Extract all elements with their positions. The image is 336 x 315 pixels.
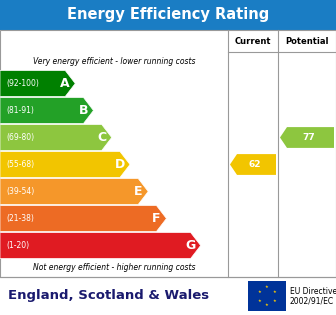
Text: Very energy efficient - lower running costs: Very energy efficient - lower running co… [33,56,195,66]
Text: EU Directive: EU Directive [290,287,336,295]
Text: B: B [79,104,88,117]
Polygon shape [280,127,334,148]
Bar [0,30,336,277]
Text: ★: ★ [265,285,269,289]
Text: (92-100): (92-100) [6,79,39,88]
Text: D: D [115,158,125,171]
Text: ★: ★ [257,299,261,302]
Text: (1-20): (1-20) [6,241,29,250]
Polygon shape [0,179,148,204]
Text: ★: ★ [273,299,277,302]
Text: A: A [60,77,70,90]
Text: C: C [97,131,106,144]
Bar [0,0,336,30]
Text: Not energy efficient - higher running costs: Not energy efficient - higher running co… [33,264,195,272]
Text: ★: ★ [265,303,269,307]
Text: (69-80): (69-80) [6,133,34,142]
Polygon shape [0,205,166,232]
Text: England, Scotland & Wales: England, Scotland & Wales [8,289,209,302]
Text: 77: 77 [302,133,315,142]
Text: Current: Current [235,37,271,45]
Text: G: G [185,239,196,252]
Bar [248,281,286,311]
Text: 62: 62 [249,160,261,169]
Text: E: E [134,185,142,198]
Polygon shape [0,98,93,123]
Text: (55-68): (55-68) [6,160,34,169]
Text: ★: ★ [257,289,261,294]
Polygon shape [0,152,130,177]
Text: Potential: Potential [285,37,329,45]
Text: 2002/91/EC: 2002/91/EC [290,296,334,306]
Polygon shape [0,232,201,259]
Text: (81-91): (81-91) [6,106,34,115]
Polygon shape [0,124,112,151]
Polygon shape [0,71,75,96]
Text: ★: ★ [273,289,277,294]
Text: (39-54): (39-54) [6,187,34,196]
Text: F: F [152,212,161,225]
Text: (21-38): (21-38) [6,214,34,223]
Text: Energy Efficiency Rating: Energy Efficiency Rating [67,8,269,22]
Polygon shape [230,154,276,175]
